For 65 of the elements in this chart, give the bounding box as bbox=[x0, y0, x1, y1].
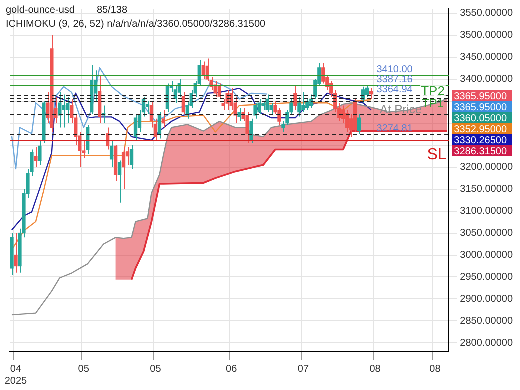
x-tick-label: 04 2025 bbox=[4, 364, 28, 387]
text: ICHIMOKU (9, 26, 52) n/a/n/a/n/a/3360.05000/3286.31500 bbox=[6, 18, 266, 32]
candlestick bbox=[214, 81, 218, 98]
candlestick bbox=[342, 105, 346, 124]
x-tick-label: 05 bbox=[150, 364, 162, 375]
candlestick bbox=[254, 103, 258, 120]
candlestick bbox=[266, 94, 270, 113]
candlestick bbox=[174, 85, 178, 104]
y-tick-label: 3100.00000 bbox=[460, 206, 514, 218]
candlestick bbox=[182, 92, 186, 116]
y-tick-label: 3550.00000 bbox=[460, 8, 514, 20]
y-tick-label: 3200.00000 bbox=[460, 162, 514, 174]
y-tick-label: 2800.00000 bbox=[460, 338, 514, 349]
text: 3365.95000 bbox=[454, 91, 508, 102]
candlestick bbox=[34, 147, 38, 168]
text: 3360.05000 bbox=[454, 113, 508, 124]
y-tick-label: 3000.00000 bbox=[460, 250, 514, 262]
chart-title: gold-ounce-usd bbox=[6, 5, 75, 16]
y-tick-label: 3400.00000 bbox=[460, 74, 514, 86]
candlestick bbox=[298, 96, 302, 118]
candlestick bbox=[122, 147, 126, 190]
text: 3330.26500 bbox=[454, 135, 508, 146]
x-tick-label: 08 bbox=[430, 364, 442, 375]
candlestick bbox=[130, 144, 134, 170]
candlestick bbox=[14, 232, 18, 274]
candlestick bbox=[110, 140, 114, 168]
candlestick bbox=[202, 61, 206, 80]
x-tick-label: 05 bbox=[78, 364, 90, 375]
annotation: 85/138 bbox=[96, 5, 128, 16]
x-tick-label: 07 bbox=[298, 364, 310, 375]
y-tick-label: 3500.00000 bbox=[460, 30, 514, 42]
x-tick-label: 08 bbox=[370, 364, 382, 375]
y-tick-label: 3150.00000 bbox=[460, 184, 514, 196]
annotation: TP2 bbox=[421, 84, 445, 99]
candlestick bbox=[62, 94, 66, 128]
text: 3365.95000 bbox=[454, 102, 508, 114]
y-tick-label: 2950.00000 bbox=[460, 272, 514, 283]
candlestick bbox=[146, 100, 150, 116]
ref-line-label: 3410.00 bbox=[376, 64, 414, 76]
x-tick-label: 06 bbox=[226, 364, 238, 375]
ref-line-label: 3387.16 bbox=[376, 74, 414, 86]
candlestick bbox=[218, 83, 222, 100]
candlestick bbox=[258, 98, 262, 116]
y-tick-label: 3050.00000 bbox=[460, 228, 514, 240]
y-tick-label: 2900.00000 bbox=[460, 294, 514, 305]
candlestick bbox=[322, 63, 326, 84]
candlestick bbox=[294, 85, 298, 111]
candlestick bbox=[238, 107, 242, 122]
candlestick bbox=[118, 160, 122, 204]
candlestick bbox=[250, 118, 254, 144]
text: 3286.31500 bbox=[454, 146, 508, 158]
ref-line-label: 3364.94 bbox=[376, 84, 414, 96]
candlestick bbox=[246, 112, 250, 144]
annotation: SL bbox=[427, 146, 447, 164]
candlestick bbox=[158, 112, 162, 140]
candlestick bbox=[66, 96, 70, 124]
candlestick bbox=[270, 103, 274, 116]
candlestick bbox=[358, 114, 362, 135]
candlestick bbox=[38, 140, 42, 166]
text: 3352.95000 bbox=[454, 124, 508, 136]
y-tick-label: 2850.00000 bbox=[460, 316, 514, 327]
y-tick-label: 3450.00000 bbox=[460, 52, 514, 64]
candlestick bbox=[162, 110, 166, 128]
candlestick bbox=[302, 92, 306, 113]
candlestick bbox=[134, 114, 138, 142]
